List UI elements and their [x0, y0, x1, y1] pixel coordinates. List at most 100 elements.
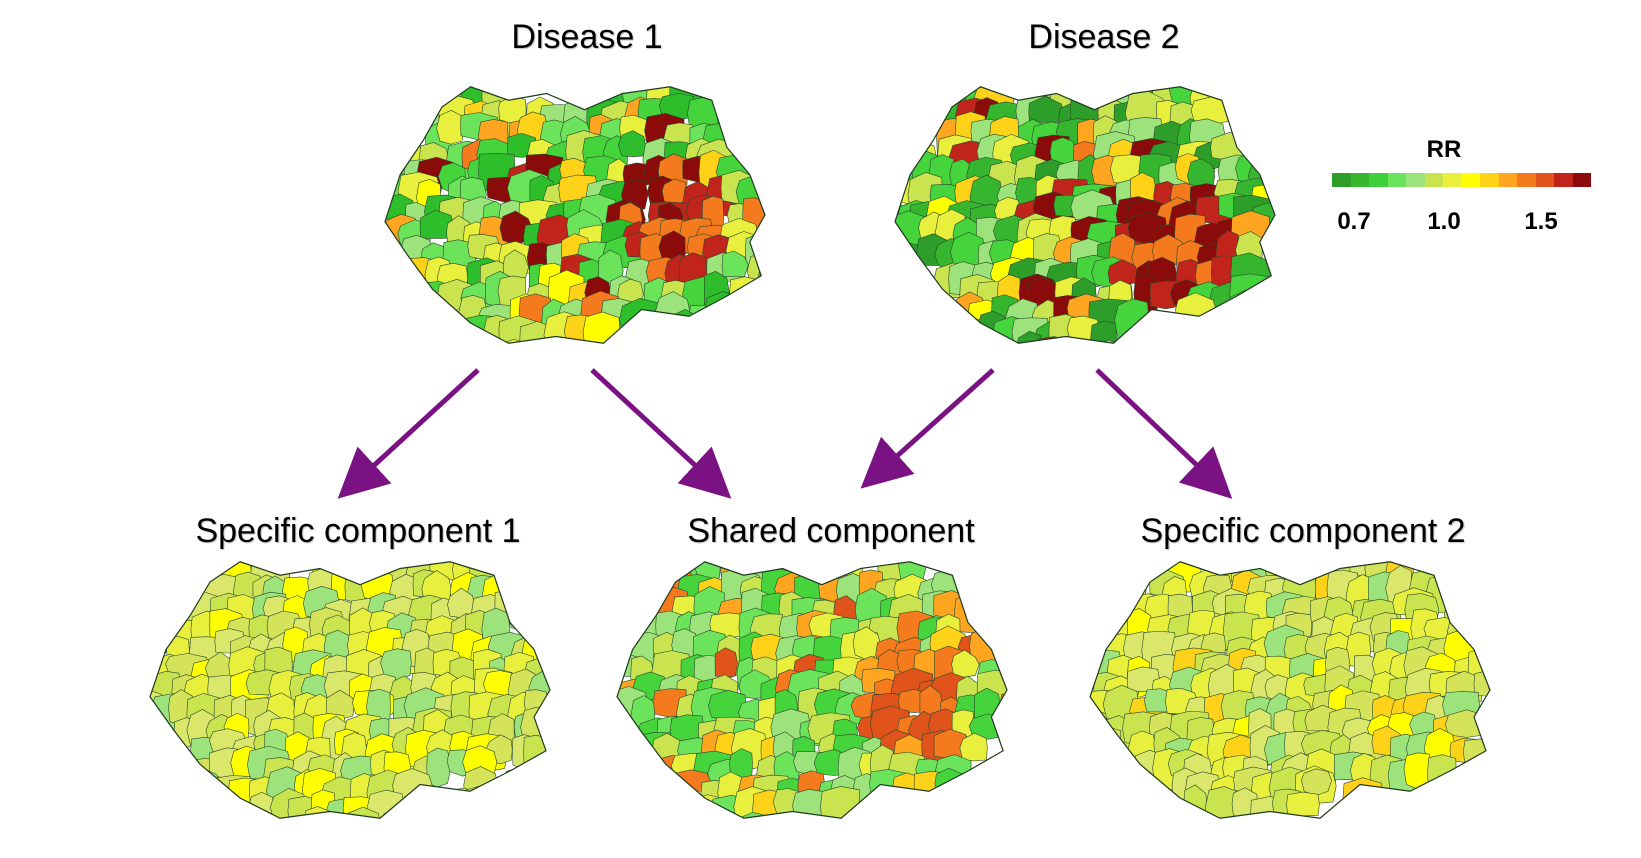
map-area: [438, 320, 465, 344]
map-area: [436, 110, 464, 145]
map-boundary: [1089, 561, 1491, 819]
map-area: [747, 117, 765, 151]
map-area: [617, 561, 656, 571]
map-area: [385, 98, 395, 137]
map-area: [150, 561, 184, 590]
map-area: [541, 364, 584, 397]
map-area: [694, 561, 721, 582]
map-area: [869, 359, 902, 390]
map-area: [764, 216, 765, 248]
map-area: [1129, 172, 1157, 201]
map-area: [1090, 709, 1109, 742]
map-area: [527, 787, 550, 819]
map-area: [710, 813, 750, 819]
map-area: [404, 95, 440, 128]
map-area: [462, 784, 505, 819]
arrow-disease2-to-specific2: [1095, 368, 1233, 499]
legend-title: RR: [1426, 136, 1462, 163]
map-area: [433, 831, 473, 856]
title-specific-component-2: Specific component 2: [1140, 512, 1466, 550]
title-disease-1: Disease 1: [511, 18, 663, 56]
map-area: [1192, 828, 1226, 858]
map-area: [1464, 772, 1490, 803]
map-area: [502, 767, 538, 791]
map-area: [371, 833, 403, 858]
map-area: [773, 751, 801, 783]
map-area: [1216, 314, 1245, 344]
map-area: [1473, 669, 1490, 697]
map-area: [617, 561, 628, 579]
map-area: [426, 747, 452, 788]
map-area: [739, 338, 765, 344]
map-area: [758, 253, 765, 296]
map-area: [736, 811, 769, 819]
map-area: [171, 571, 199, 613]
map-boundary: [616, 561, 1008, 819]
map-area: [666, 308, 705, 344]
map-area: [1463, 833, 1492, 858]
map-area: [617, 789, 643, 819]
map-area: [1251, 98, 1275, 129]
map-area: [681, 315, 721, 344]
map-area: [1495, 528, 1534, 557]
map-area: [895, 300, 933, 344]
map-area: [649, 315, 682, 344]
legend-swatch: [1461, 173, 1480, 187]
map-area: [629, 355, 666, 394]
legend-swatch: [1443, 173, 1462, 187]
map-area: [424, 354, 451, 384]
map-boundary: [384, 86, 766, 344]
title-disease-2: Disease 2: [1028, 18, 1180, 56]
legend-swatch: [1498, 173, 1517, 187]
map-area: [970, 561, 1002, 570]
map-area: [1271, 86, 1275, 93]
map-area: [410, 798, 436, 819]
map-area: [1388, 827, 1413, 856]
legend-swatch: [1387, 173, 1406, 187]
map-area: [170, 815, 209, 819]
map-area: [1447, 827, 1485, 858]
map-area: [1090, 576, 1097, 601]
legend-swatch: [1554, 173, 1573, 187]
map-area: [1270, 354, 1307, 390]
map-area: [385, 86, 412, 91]
map-area: [1129, 333, 1167, 344]
map-area: [686, 304, 727, 342]
map-area: [617, 755, 628, 789]
map-area: [1393, 810, 1427, 819]
map-area: [544, 612, 550, 655]
map-area: [525, 813, 550, 819]
map-area: [1430, 832, 1462, 858]
map-area: [401, 86, 426, 95]
map-area: [1009, 550, 1047, 573]
map-area: [521, 832, 558, 858]
map-area: [907, 86, 937, 95]
map-area: [776, 832, 803, 858]
legend-swatch: [1406, 173, 1425, 187]
map-area: [1090, 725, 1122, 757]
map-area: [150, 561, 158, 587]
map-area: [1090, 591, 1095, 630]
map-area: [934, 767, 962, 801]
map-area: [1235, 113, 1273, 147]
legend-swatch: [1369, 173, 1388, 187]
map-area: [1090, 320, 1117, 344]
map-area: [1103, 755, 1138, 783]
map-area: [917, 86, 948, 114]
map-area: [498, 338, 529, 344]
map-area: [552, 696, 587, 730]
map-area: [1488, 593, 1490, 631]
map-area: [188, 815, 230, 819]
map-specific2: [1089, 528, 1534, 858]
map-area: [1107, 259, 1139, 286]
map-area: [998, 690, 1007, 726]
map-area: [444, 787, 481, 817]
map-area: [1090, 815, 1102, 819]
map-area: [1492, 635, 1525, 670]
map-area: [1303, 834, 1346, 858]
map-area: [385, 115, 391, 151]
map-area: [746, 252, 765, 289]
map-specific1: [149, 561, 587, 858]
arrow-disease2-to-shared: [860, 368, 995, 489]
map-area: [1113, 298, 1150, 344]
